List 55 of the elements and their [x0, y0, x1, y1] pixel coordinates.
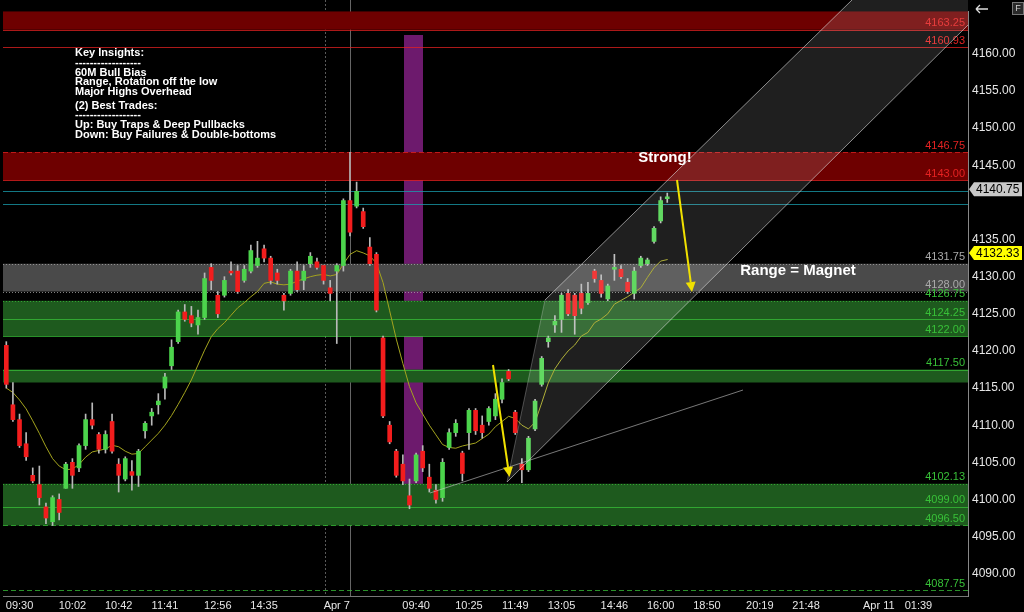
candlestick — [156, 393, 161, 415]
candlestick — [149, 408, 155, 426]
x-tick-label: Apr 7 — [323, 598, 350, 611]
annotation: Strong! — [638, 148, 692, 166]
y-tick-label: 4125.00 — [972, 306, 1016, 321]
x-tick-label: 11:49 — [501, 598, 529, 611]
ref-line-label: 4096.50 — [925, 511, 965, 524]
x-tick-label: 01:39 — [904, 598, 933, 611]
x-tick-label: 12:56 — [204, 598, 232, 611]
annotation: Range, Rotation off the low — [75, 75, 218, 88]
y-tick-label: 4115.00 — [972, 380, 1015, 395]
y-tick-label: 4150.00 — [972, 120, 1016, 135]
ref-line-label: 4099.00 — [925, 493, 965, 506]
annotation: Range = Magnet — [740, 261, 856, 279]
x-tick-label: 20:19 — [746, 598, 774, 611]
ref-line-label: 4102.13 — [925, 470, 965, 483]
ref-line-label: 4160.93 — [925, 33, 965, 46]
y-tick-label: 4130.00 — [972, 268, 1016, 283]
f-button: F — [1012, 2, 1024, 15]
y-tick-label: 4135.00 — [972, 231, 1016, 246]
x-tick-label: 16:00 — [646, 598, 675, 611]
ref-line-label: 4163.25 — [925, 16, 965, 29]
ref-line-label: 4143.00 — [925, 166, 965, 179]
x-tick-label: 11:41 — [151, 598, 179, 611]
x-tick-label: 09:30 — [5, 598, 34, 611]
y-tick-label: 4120.00 — [972, 343, 1016, 358]
candlestick — [334, 263, 340, 344]
x-tick-label: 09:40 — [402, 598, 430, 611]
y-tick-label: 4095.00 — [972, 528, 1016, 543]
candlestick — [129, 460, 135, 491]
ref-line-label: 4117.50 — [926, 356, 965, 369]
x-tick-label: 10:25 — [455, 598, 483, 611]
x-tick-label: 14:46 — [600, 598, 629, 611]
annotation: 60M Bull Bias — [75, 65, 147, 78]
x-tick-label: 10:42 — [104, 598, 133, 611]
ref-line-label: 4124.25 — [925, 305, 965, 318]
y-tick-label: 4105.00 — [972, 454, 1016, 469]
text: 4140.75 — [976, 182, 1020, 197]
ref-line-label: 4087.75 — [925, 576, 965, 589]
x-tick-label: 13:05 — [547, 598, 576, 611]
text: 4132.33 — [976, 245, 1020, 260]
y-tick-label: 4090.00 — [972, 566, 1016, 581]
x-tick-label: 21:48 — [792, 598, 820, 611]
x-tick-label: 14:35 — [250, 598, 278, 611]
ref-line-label: 4131.75 — [925, 250, 965, 263]
x-tick-label: 10:02 — [58, 598, 87, 611]
y-tick-label: 4110.00 — [972, 417, 1015, 432]
x-tick-label: 18:50 — [693, 598, 721, 611]
y-tick-label: 4100.00 — [972, 491, 1016, 506]
ref-line-label: 4122.00 — [925, 322, 965, 335]
y-tick-label: 4155.00 — [972, 83, 1016, 98]
y-tick-label: 4145.00 — [972, 157, 1016, 172]
y-tick-label: 4160.00 — [972, 46, 1016, 61]
ref-line-label: 4146.75 — [925, 138, 965, 151]
x-tick-label: Apr 11 — [862, 598, 895, 611]
